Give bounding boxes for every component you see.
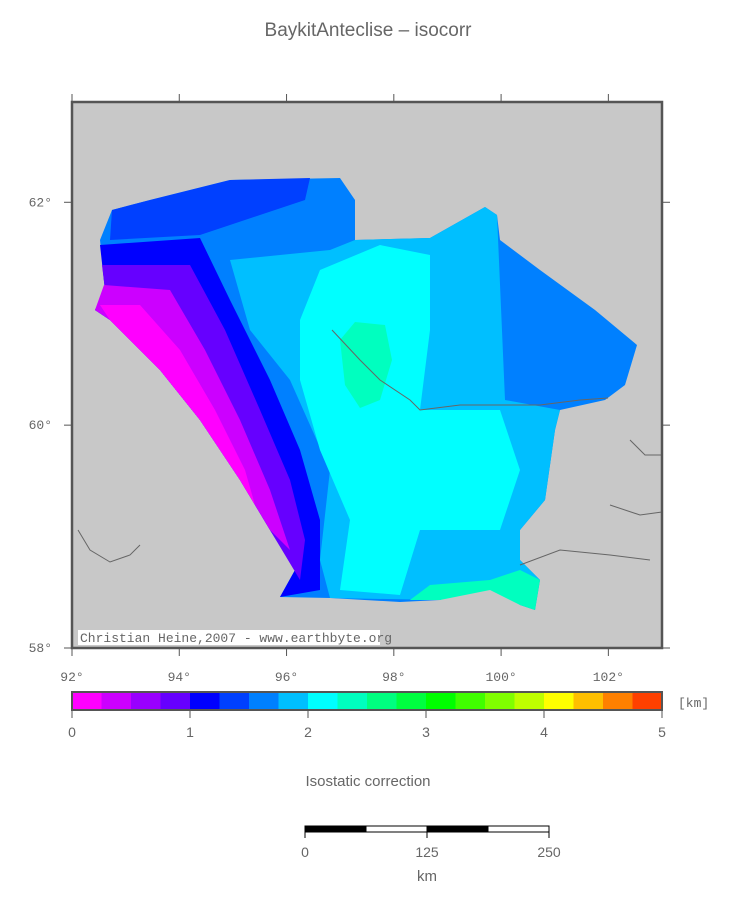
scalebar-segment (304, 825, 367, 833)
color-swatch (514, 692, 545, 710)
colorbar-label: Isostatic correction (305, 773, 430, 790)
scalebar-segment (365, 825, 428, 833)
scalebar-segment (487, 825, 550, 833)
color-swatch (396, 692, 427, 710)
color-swatch (308, 692, 338, 710)
credit: Christian Heine,2007 - www.earthbyte.org (80, 631, 392, 646)
y-tick-label: 60° (29, 418, 52, 433)
colorbar-unit: [km] (678, 696, 709, 711)
x-tick-label: 98° (382, 670, 405, 685)
color-swatch (278, 692, 309, 710)
x-tick-label: 96° (275, 670, 298, 685)
color-swatch (160, 692, 191, 710)
map-frame (70, 100, 664, 650)
color-swatch (603, 692, 633, 710)
scalebar-segment (426, 825, 489, 833)
x-tick-label: 94° (168, 670, 191, 685)
scalebar-tick-label: 0 (301, 844, 309, 860)
colorbar-frame (71, 691, 663, 711)
color-swatch (219, 692, 250, 710)
color-swatch (131, 692, 161, 710)
x-tick-label: 102° (593, 670, 624, 685)
scalebar: 0 125 250 (301, 825, 561, 860)
colorbar-tick-label: 0 (68, 724, 76, 740)
colorbar-tick-label: 2 (304, 724, 312, 740)
color-swatch (337, 692, 368, 710)
y-tick-label: 58° (29, 641, 52, 656)
y-tick-label: 62° (29, 195, 52, 210)
river (519, 549, 651, 566)
scalebar-tick-label: 250 (537, 844, 561, 860)
color-swatch (249, 692, 279, 710)
color-swatch (573, 692, 604, 710)
color-swatch (190, 692, 220, 710)
color-swatch (455, 692, 486, 710)
map: Christian Heine,2007 - www.earthbyte.org… (29, 94, 670, 685)
color-swatch (426, 692, 456, 710)
color-swatch (101, 692, 132, 710)
colorbar-tick-label: 3 (422, 724, 430, 740)
title: BaykitAnteclise – isocorr (265, 20, 473, 41)
river (77, 529, 141, 563)
color-swatch (632, 692, 663, 710)
x-tick-label: 100° (485, 670, 516, 685)
region-band (110, 178, 310, 240)
color-swatch (367, 692, 397, 710)
color-swatch (544, 692, 574, 710)
credit-box (78, 630, 380, 645)
colorbar-tick-label: 1 (186, 724, 194, 740)
scalebar-label: km (417, 868, 437, 885)
region-band (340, 322, 392, 408)
x-tick-label: 92° (60, 670, 83, 685)
scalebar-tick-label: 125 (415, 844, 439, 860)
colorbar: 0 1 2 3 4 5 (68, 691, 666, 740)
colorbar-tick-label: 5 (658, 724, 666, 740)
color-swatch (485, 692, 515, 710)
river (331, 329, 609, 411)
river (609, 504, 663, 516)
region-band (100, 305, 255, 505)
river (629, 439, 662, 456)
color-swatch (72, 692, 102, 710)
colorbar-tick-label: 4 (540, 724, 548, 740)
region-band (410, 570, 540, 610)
